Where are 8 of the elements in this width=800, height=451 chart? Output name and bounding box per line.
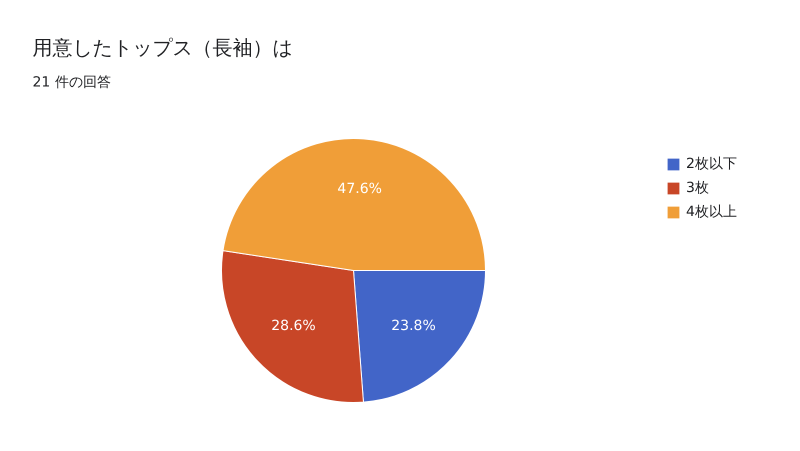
legend-label: 2枚以下 [686,155,737,173]
data-label: 28.6% [271,318,316,334]
text: 21 件の回答 [32,74,111,90]
legend-label: 4枚以上 [686,203,737,221]
legend-label: 3枚 [686,179,709,197]
data-label: 47.6% [337,180,382,197]
data-label: 23.8% [391,318,436,334]
chart-title: 用意したトップス（長袖）は [32,36,292,60]
